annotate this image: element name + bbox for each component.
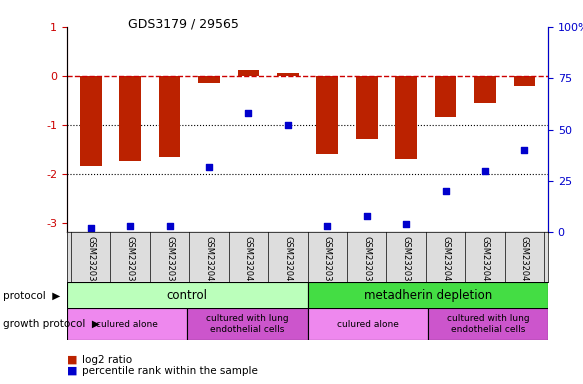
Point <box>204 164 213 170</box>
Text: GSM232036: GSM232036 <box>165 236 174 287</box>
Bar <box>237 70 259 76</box>
Text: GSM232038: GSM232038 <box>362 236 371 287</box>
Bar <box>514 76 535 86</box>
Text: percentile rank within the sample: percentile rank within the sample <box>82 366 258 376</box>
Point <box>362 213 371 219</box>
Point <box>480 167 490 174</box>
Text: GSM232040: GSM232040 <box>205 236 213 287</box>
Text: GSM232041: GSM232041 <box>244 236 253 287</box>
Point <box>519 147 529 153</box>
Bar <box>159 76 180 157</box>
Bar <box>356 76 378 139</box>
Point <box>244 110 253 116</box>
Bar <box>395 76 417 159</box>
Text: culured alone: culured alone <box>337 319 399 329</box>
Text: GSM232043: GSM232043 <box>441 236 450 287</box>
Text: GSM232037: GSM232037 <box>323 236 332 287</box>
Point <box>165 223 174 229</box>
Point <box>402 221 411 227</box>
Point <box>125 223 135 229</box>
Bar <box>67 282 308 309</box>
Text: growth protocol  ▶: growth protocol ▶ <box>3 319 100 329</box>
Point <box>283 122 293 129</box>
Text: ■: ■ <box>67 355 78 365</box>
Text: GSM232034: GSM232034 <box>86 236 95 287</box>
Bar <box>308 282 548 309</box>
Text: ■: ■ <box>67 366 78 376</box>
Bar <box>428 308 548 340</box>
Bar <box>187 308 308 340</box>
Text: protocol  ▶: protocol ▶ <box>3 291 60 301</box>
Text: GSM232044: GSM232044 <box>480 236 490 287</box>
Text: cultured with lung
endothelial cells: cultured with lung endothelial cells <box>447 314 529 334</box>
Point <box>86 225 96 231</box>
Text: GSM232035: GSM232035 <box>125 236 135 287</box>
Text: control: control <box>167 289 208 302</box>
Bar <box>317 76 338 154</box>
Bar <box>277 73 298 76</box>
Bar <box>308 308 428 340</box>
Text: log2 ratio: log2 ratio <box>82 355 132 365</box>
Point <box>441 188 450 194</box>
Point <box>322 223 332 229</box>
Text: GSM232045: GSM232045 <box>520 236 529 287</box>
Bar <box>198 76 220 83</box>
Text: cultured with lung
endothelial cells: cultured with lung endothelial cells <box>206 314 289 334</box>
Text: metadherin depletion: metadherin depletion <box>364 289 492 302</box>
Text: GSM232039: GSM232039 <box>402 236 410 287</box>
Bar <box>120 76 141 161</box>
Bar <box>80 76 101 166</box>
Bar <box>435 76 456 118</box>
Bar <box>474 76 496 103</box>
Text: culured alone: culured alone <box>96 319 158 329</box>
Bar <box>67 308 187 340</box>
Text: GDS3179 / 29565: GDS3179 / 29565 <box>128 17 239 30</box>
Text: GSM232042: GSM232042 <box>283 236 292 287</box>
